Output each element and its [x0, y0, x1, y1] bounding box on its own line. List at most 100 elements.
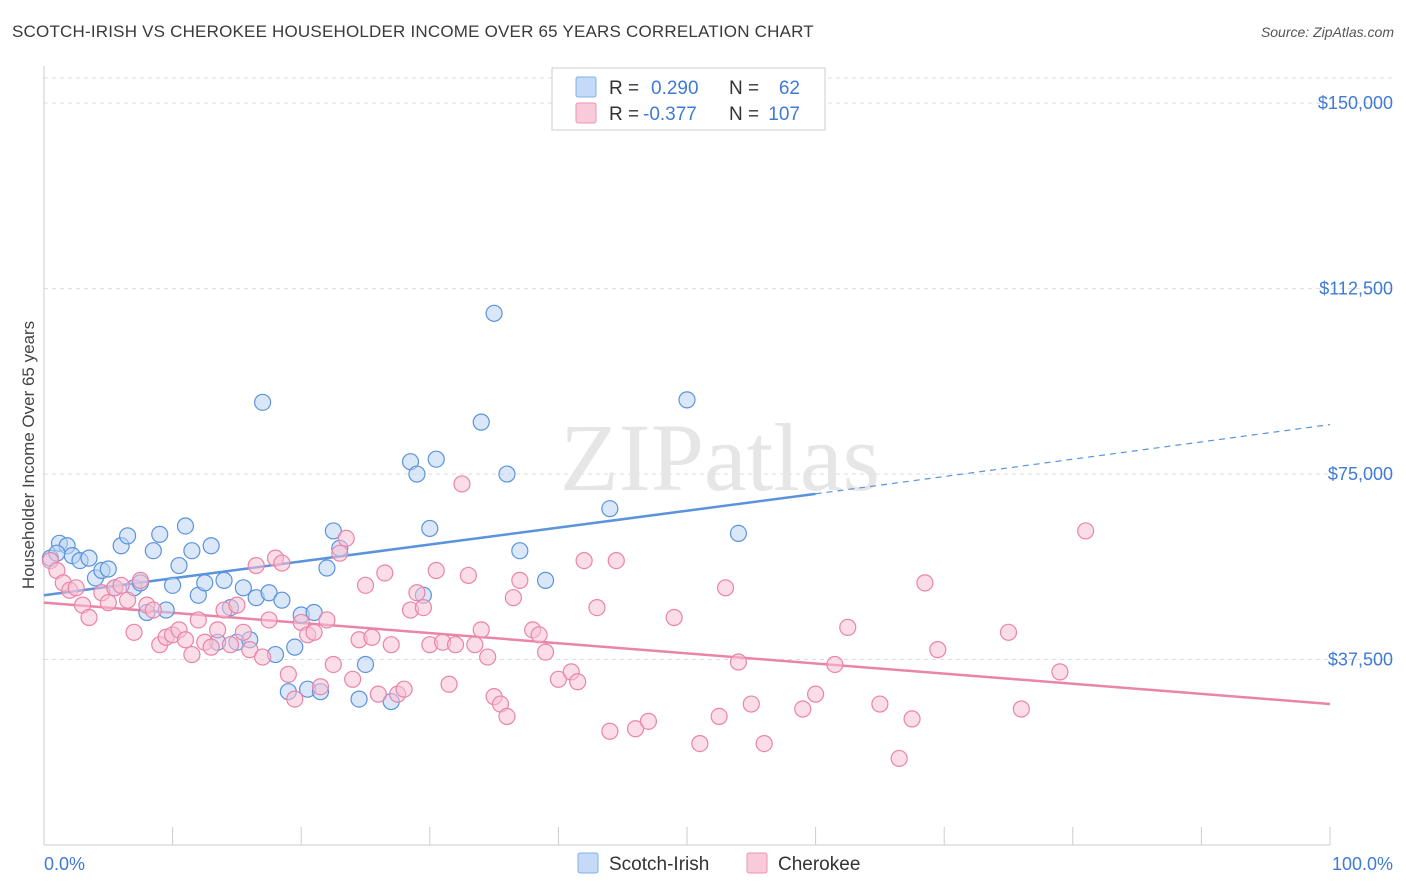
trend-line-extension-scotch-irish [815, 423, 1331, 495]
chart-source: Source: ZipAtlas.com [1260, 24, 1394, 40]
point-cherokee [176, 631, 195, 649]
point-cherokee [112, 576, 130, 594]
point-cherokee [504, 589, 522, 607]
point-cherokee [279, 665, 297, 683]
point-scotch-irish [472, 413, 490, 431]
point-cherokee [324, 655, 342, 674]
point-cherokee [742, 695, 760, 713]
point-cherokee [254, 648, 272, 666]
legend-swatch-cherokee [575, 102, 597, 124]
point-cherokee [691, 735, 709, 753]
point-scotch-irish [678, 391, 696, 409]
x-tick-label-max: 100.0% [1332, 854, 1393, 874]
point-cherokee [241, 641, 259, 659]
point-cherokee [305, 623, 323, 641]
point-scotch-irish [176, 517, 195, 535]
point-scotch-irish [260, 584, 278, 602]
point-cherokee [382, 636, 400, 654]
point-cherokee [890, 749, 908, 768]
point-cherokee [575, 552, 593, 570]
chart-title: SCOTCH-IRISH VS CHEROKEE HOUSEHOLDER INC… [12, 22, 814, 41]
point-cherokee [498, 707, 516, 726]
point-scotch-irish [215, 571, 233, 589]
point-scotch-irish [511, 542, 529, 560]
point-scotch-irish [151, 525, 169, 543]
point-cherokee [337, 529, 355, 547]
point-scotch-irish [318, 559, 336, 577]
y-tick-label: $150,000 [1318, 93, 1393, 113]
point-scotch-irish [427, 450, 445, 468]
point-cherokee [228, 596, 246, 614]
legend-r-value-2: -0.377 [643, 104, 697, 125]
point-cherokee [80, 608, 98, 627]
point-cherokee [459, 566, 477, 585]
point-cherokee [363, 628, 381, 646]
y-axis-label: Householder Income Over 65 years [19, 321, 38, 589]
point-cherokee [395, 680, 413, 698]
point-cherokee [999, 623, 1018, 641]
point-cherokee [601, 722, 619, 740]
point-cherokee [1051, 663, 1069, 681]
point-scotch-irish [305, 603, 323, 622]
point-cherokee [318, 611, 336, 629]
point-cherokee [588, 598, 606, 617]
y-tick-label: $112,500 [1319, 279, 1393, 299]
legend-n-label-2: N = [729, 104, 759, 125]
point-cherokee [511, 571, 529, 589]
point-cherokee [729, 653, 748, 671]
bottom-legend-swatch-scotch-irish [577, 852, 599, 874]
point-cherokee [1012, 700, 1030, 718]
legend-n-value-1: 62 [779, 78, 800, 99]
point-cherokee [929, 641, 947, 659]
bottom-legend: Scotch-Irish Cherokee [577, 852, 860, 875]
legend-r-label-1: R = [609, 78, 639, 99]
point-cherokee [67, 579, 85, 597]
point-scotch-irish [196, 574, 214, 592]
point-cherokee [871, 695, 889, 713]
point-scotch-irish [421, 519, 439, 538]
legend-n-label-1: N = [729, 78, 759, 99]
point-cherokee [202, 638, 220, 656]
point-cherokee [209, 621, 227, 639]
point-cherokee [356, 576, 375, 594]
point-cherokee [626, 720, 645, 738]
point-cherokee [466, 636, 484, 654]
point-cherokee [440, 675, 458, 693]
point-cherokee [549, 670, 568, 688]
watermark: ZIPatlas [560, 404, 880, 511]
legend-swatch-scotch-irish [575, 76, 597, 98]
point-cherokee [536, 643, 555, 661]
point-cherokee [260, 611, 278, 629]
legend-n-value-2: 107 [768, 104, 800, 125]
point-scotch-irish [408, 465, 426, 483]
point-cherokee [716, 579, 735, 597]
point-cherokee [427, 561, 445, 580]
point-cherokee [369, 685, 387, 703]
point-scotch-irish [286, 638, 304, 656]
point-cherokee [376, 564, 394, 582]
point-cherokee [1077, 522, 1095, 540]
point-cherokee [530, 626, 548, 644]
point-cherokee [408, 584, 426, 602]
point-cherokee [273, 554, 291, 572]
bottom-legend-label-cherokee: Cherokee [778, 854, 860, 875]
point-cherokee [221, 636, 240, 654]
point-cherokee [806, 685, 825, 703]
point-scotch-irish [350, 690, 368, 708]
point-scotch-irish [254, 393, 272, 411]
point-cherokee [234, 623, 252, 641]
y-tick-label: $37,500 [1328, 650, 1393, 670]
point-cherokee [794, 700, 812, 718]
point-cherokee [247, 556, 265, 575]
legend-r-label-2: R = [609, 104, 639, 125]
y-tick-label: $75,000 [1328, 464, 1393, 484]
axes [43, 66, 1331, 846]
point-cherokee [453, 475, 471, 493]
point-cherokee [331, 544, 349, 562]
point-scotch-irish [536, 571, 555, 589]
point-cherokee [125, 623, 143, 641]
point-scotch-irish [202, 537, 220, 555]
point-scotch-irish [183, 542, 201, 560]
point-cherokee [189, 611, 207, 629]
